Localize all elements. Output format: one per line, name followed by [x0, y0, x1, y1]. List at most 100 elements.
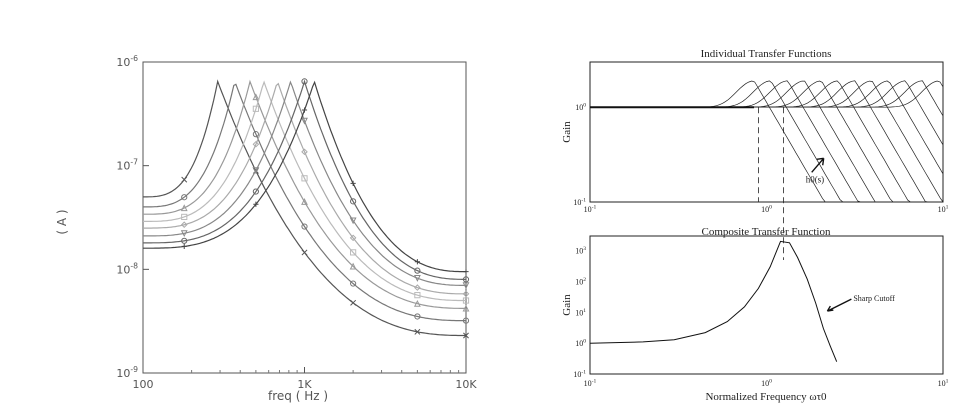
left-series-marker — [462, 290, 470, 298]
left-series-marker — [350, 249, 357, 256]
composite-transfer-chart: Composite Transfer Function Normalized F… — [561, 226, 949, 403]
left-series-marker — [350, 198, 357, 205]
rt-y-tick-label: 10-1 — [573, 197, 586, 207]
rt-x-tick-label: 101 — [938, 204, 949, 214]
rb-title: Composite Transfer Function — [702, 226, 831, 238]
left-series-marker — [180, 230, 188, 238]
left-series-marker — [349, 234, 357, 242]
left-series-marker — [301, 107, 308, 113]
left-series-marker — [463, 269, 469, 275]
rb-ticks: 10-1 100 101 10-1 100 101 102 103 — [573, 246, 948, 388]
left-series-group — [143, 78, 470, 339]
left-series-marker — [181, 194, 188, 201]
left-series-marker — [301, 198, 308, 205]
left-series-marker — [252, 188, 259, 195]
left-series-marker — [301, 117, 308, 125]
left-series-marker — [414, 313, 421, 320]
rb-y-tick-label: 100 — [575, 339, 586, 349]
left-series-marker — [463, 332, 469, 339]
left-series-marker — [350, 280, 357, 287]
left-series-marker — [413, 275, 421, 282]
rb-x-tick-label: 10-1 — [584, 378, 597, 388]
rt-y-tick-label: 100 — [575, 103, 586, 113]
left-series-line — [143, 83, 466, 322]
rt-transfer-curve — [590, 80, 944, 146]
rt-x-tick-label: 100 — [761, 204, 772, 214]
left-series-marker — [349, 217, 357, 225]
left-series-marker — [462, 317, 470, 324]
left-y-tick-label: 10-8 — [116, 261, 138, 276]
left-series-marker — [181, 237, 188, 244]
left-series-marker — [462, 276, 470, 283]
left-y-tick-label: 10-6 — [116, 54, 138, 69]
left-series-marker — [253, 201, 259, 207]
left-series-marker — [252, 105, 259, 112]
left-ticks: 100 1K 10K 10-9 10-8 10-7 10-6 — [116, 54, 477, 391]
left-series-line — [143, 82, 466, 295]
rt-transfer-curve — [590, 80, 944, 175]
left-y-tick-label: 10-9 — [116, 365, 138, 380]
rb-y-axis-label: Gain — [561, 294, 573, 316]
rb-y-tick-label: 101 — [575, 308, 586, 318]
individual-transfer-chart: Individual Transfer Functions Gain 10-1 1… — [561, 48, 949, 260]
left-series-marker — [301, 249, 308, 256]
sharp-cutoff-annotation: Sharp Cutoff — [853, 294, 895, 303]
left-series-marker — [350, 299, 357, 306]
rt-x-tick-label: 10-1 — [584, 204, 597, 214]
left-series-line — [143, 79, 466, 280]
left-series-marker — [462, 282, 470, 290]
rb-series-group — [589, 240, 852, 362]
rt-transfer-curve — [590, 80, 943, 203]
rb-y-tick-label: 102 — [575, 277, 586, 287]
rb-x-axis-label: Normalized Frequency ωτ0 — [705, 391, 827, 403]
left-x-tick-label: 100 — [133, 378, 154, 391]
left-y-tick-label: 10-7 — [116, 158, 138, 173]
left-series-marker — [414, 259, 420, 265]
left-x-tick-label: 1K — [297, 378, 312, 391]
left-y-axis-label: ( A ) — [55, 209, 69, 234]
current-vs-frequency-chart: 100 1K 10K 10-9 10-8 10-7 10-6 freq ( Hz ) ( A… — [55, 54, 477, 403]
left-series-marker — [301, 148, 308, 156]
left-series-marker — [252, 140, 260, 148]
left-series-marker — [181, 243, 187, 250]
rb-x-tick-label: 100 — [761, 378, 772, 388]
rt-y-axis-label: Gain — [561, 121, 573, 143]
left-series-marker — [414, 292, 421, 299]
rb-x-tick-label: 101 — [938, 378, 949, 388]
rb-composite-curve — [589, 240, 838, 362]
left-series-marker — [301, 175, 308, 182]
left-series-marker — [252, 131, 259, 138]
rt-series-group — [590, 80, 944, 260]
left-series-line — [143, 80, 466, 286]
left-series-marker — [180, 221, 188, 229]
left-series-marker — [462, 304, 470, 312]
left-series-marker — [252, 93, 260, 101]
left-series-marker — [414, 267, 421, 274]
rt-transfer-curve — [590, 80, 944, 117]
h0-annotation: h0(s) — [806, 174, 825, 184]
left-series-marker — [181, 213, 188, 221]
left-series-marker — [413, 299, 421, 307]
left-series-marker — [301, 223, 308, 230]
left-series-marker — [350, 180, 356, 187]
left-series-marker — [180, 204, 188, 212]
left-series-marker — [414, 328, 421, 335]
rt-ticks: 10-1 100 101 10-1 100 — [573, 103, 948, 214]
rt-transfer-curve — [590, 80, 944, 108]
left-x-tick-label: 10K — [455, 378, 477, 391]
rb-annotation-arrow — [826, 298, 852, 312]
rb-y-tick-label: 103 — [575, 246, 586, 256]
left-series-marker — [181, 176, 188, 183]
rb-plot-frame — [589, 235, 944, 375]
left-series-marker — [349, 262, 357, 270]
rt-title: Individual Transfer Functions — [701, 48, 832, 60]
rt-plot-frame — [589, 61, 944, 203]
left-series-marker — [462, 297, 470, 304]
left-series-marker — [252, 167, 260, 175]
left-series-line — [143, 80, 466, 302]
rt-annotation-arrow — [811, 157, 825, 173]
rb-y-tick-label: 10-1 — [573, 369, 586, 379]
left-series-marker — [414, 284, 421, 291]
left-series-line — [143, 79, 466, 309]
